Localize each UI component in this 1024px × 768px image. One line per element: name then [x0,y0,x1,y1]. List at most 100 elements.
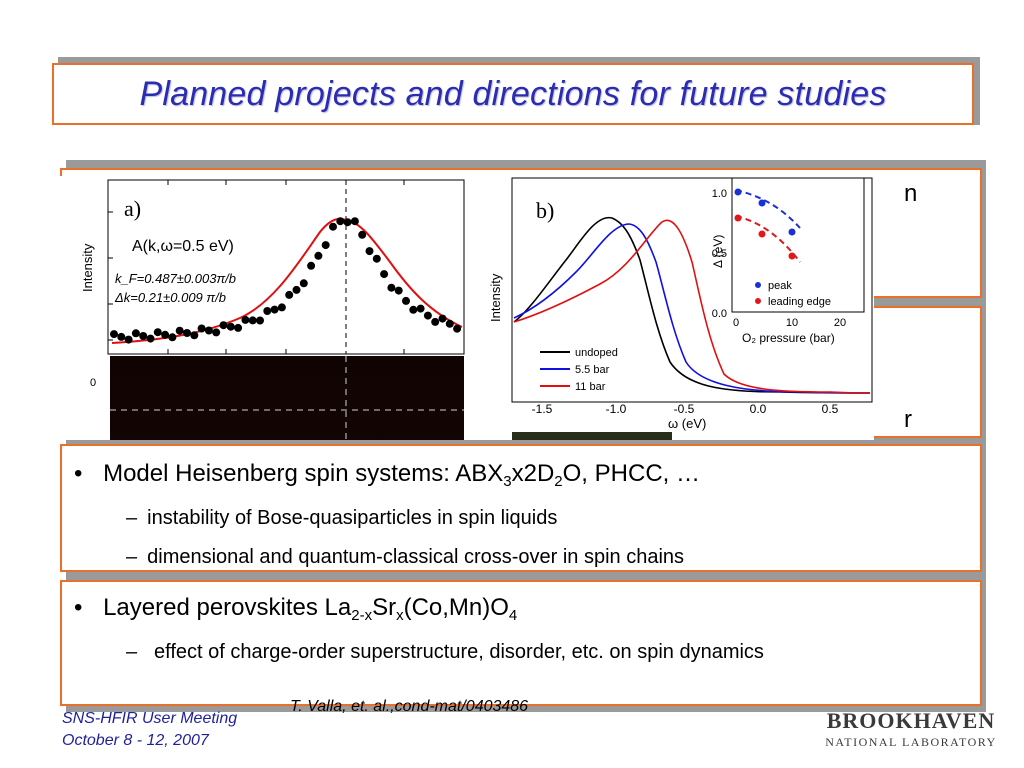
panel-a-dk: Δk=0.21±0.009 π/b [114,290,226,305]
inset-ytick-label: 0.5 [712,248,727,260]
data-point [365,247,374,256]
inset-xtick-label: 10 [786,317,798,329]
panel-b-label: b) [536,198,554,223]
box2-bullet-mid2: (Co,Mn)O [403,594,509,621]
box2: • Layered perovskites La2-xSrx(Co,Mn)O4 … [60,580,982,706]
box2-sub-item-1-text: effect of charge-order superstructure, d… [154,641,764,663]
data-point [387,283,396,292]
data-point [416,304,425,313]
box2-bullet: • Layered perovskites La2-xSrx(Co,Mn)O4 [74,594,518,624]
data-point [270,305,279,314]
legend-undoped: undoped [575,347,618,359]
box2-bullet-marker: • [74,594,83,621]
data-point [409,305,418,314]
data-point [299,279,308,288]
box1-bullet-mid: x2D [511,460,555,487]
data-point [431,317,440,326]
data-point [124,335,133,344]
brookhaven-logo: BROOKHAVEN NATIONAL LABORATORY [825,708,997,749]
data-point [358,230,367,239]
xtick-label: -0.5 [674,402,695,416]
box2-sub-item-1: – effect of charge-order superstructure,… [126,640,946,664]
box1-sub1: 3 [503,473,512,490]
legend-11bar: 11 bar [575,381,606,393]
data-point [204,326,213,335]
data-point [219,321,228,330]
inset-plot: Δ (eV) 1.0 0.5 0.0 0 10 20 O₂ pressure (bar)… [711,177,865,345]
box1-bullet-marker: • [74,460,83,487]
data-point [110,330,118,339]
data-point [423,311,432,320]
panel-a-label: a) [124,196,141,221]
data-point [380,270,389,279]
curve-11bar [513,219,871,394]
footer-meeting: SNS-HFIR User Meeting [62,710,238,727]
xtick-label: -1.5 [532,402,553,416]
data-point [285,290,294,299]
xtick-label: 0.5 [822,402,839,416]
data-point [314,251,323,260]
box2-bullet-pre: Layered perovskites La [103,594,352,621]
panel-a-ylabel: Intensity [80,243,95,292]
partial-glyph-top: n [904,180,918,207]
box1-sub-item-1-text: instability of Bose-quasiparticles in sp… [147,507,558,529]
panel-b: b) Intensity -1.5 -1.0 -0.5 0.0 0.5 ω (eV) u… [488,177,873,431]
data-point [117,332,126,341]
data-point [161,330,170,339]
xtick-label: -1.0 [606,402,627,416]
logo-line1: BROOKHAVEN [827,708,996,733]
box1-sub-item-2-text: dimensional and quantum-classical cross-… [147,546,685,568]
box2-sub2: x [396,607,404,624]
data-point [175,326,184,335]
data-point [329,222,337,231]
logo-line2: NATIONAL LABORATORY [825,735,997,749]
data-point [248,316,257,325]
box1-bullet-post: O, PHCC, … [562,460,700,487]
data-point [394,286,403,295]
data-point [190,331,199,340]
slide-title: Planned projects and directions for futu… [139,74,887,113]
panel-a-kf: k_F=0.487±0.003π/b [115,271,236,286]
inset-legend-peak: peak [768,280,792,292]
box2-sub1: 2-x [351,607,373,624]
box2-bullet-mid: Sr [372,594,397,621]
data-point [350,217,359,226]
data-point [226,322,235,331]
data-point [402,296,410,305]
box1-sub-item-1: – instability of Bose-quasiparticles in s… [126,507,558,529]
citation: T. Valla, et. al.,cond-mat/0403486 [290,698,529,715]
data-point [241,315,250,324]
data-point [453,324,462,333]
data-point [263,307,272,315]
panel-a: a) A(k,ω=0.5 eV) k_F=0.487±0.003π/b Δk=0… [80,179,465,580]
data-point [343,218,352,227]
inset-xlabel: O₂ pressure (bar) [742,331,835,345]
data-point [256,316,264,325]
partial-glyph-mid: r [904,406,912,433]
data-point [153,328,162,337]
data-point [277,303,286,312]
data-point [292,285,301,294]
title-box: Planned projects and directions for futu… [52,63,974,125]
panel-b-legend: undoped 5.5 bar 11 bar [540,347,618,393]
data-point [139,332,148,340]
box1-sub2: 2 [554,473,563,490]
data-point [307,261,316,270]
data-point [212,328,221,337]
footer-date: October 8 - 12, 2007 [62,732,209,749]
box2-sub3: 4 [508,607,518,624]
inset-xtick-label: 0 [733,317,739,329]
xtick-label: 0.0 [750,402,767,416]
inset-xtick-label: 20 [834,317,846,329]
panel-b-xlabel: ω (eV) [668,416,706,431]
inset-ylabel: Δ (eV) [711,235,725,268]
inset-ytick-label: 1.0 [712,188,727,200]
panel-a-tick-zero: 0 [90,377,96,389]
panel-b-ylabel: Intensity [488,273,503,322]
data-point [445,319,454,328]
inset-legend-edge: leading edge [768,296,831,308]
data-point [146,334,155,343]
data-point [183,329,191,337]
data-point [336,217,345,226]
